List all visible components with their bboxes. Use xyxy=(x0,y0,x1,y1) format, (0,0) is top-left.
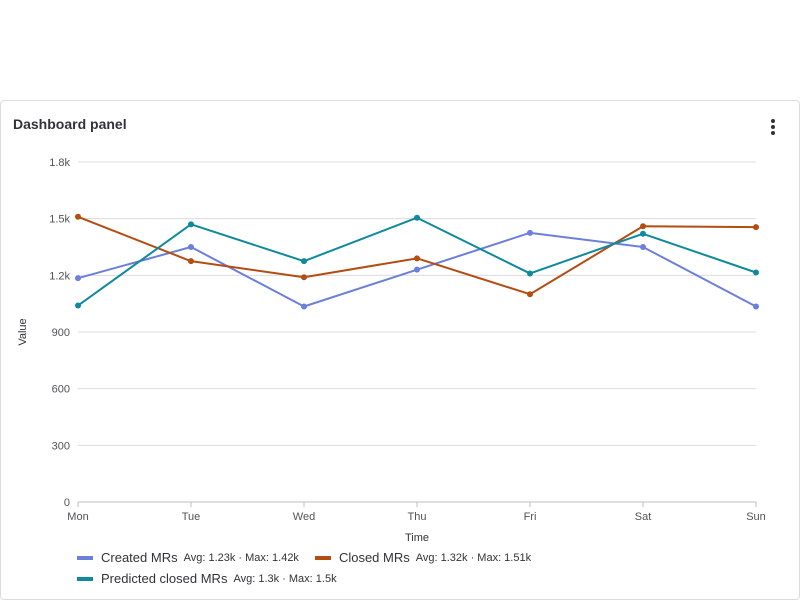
data-point[interactable] xyxy=(188,244,194,250)
y-tick-label: 600 xyxy=(52,384,70,396)
data-point[interactable] xyxy=(640,244,646,250)
legend-row: Created MRs Avg: 1.23k · Max: 1.42k Clos… xyxy=(77,547,547,568)
data-point[interactable] xyxy=(301,303,307,310)
x-tick-label: Sat xyxy=(635,511,652,523)
legend-series-stats: Avg: 1.3k · Max: 1.5k xyxy=(233,572,337,585)
y-tick-label: 1.5k xyxy=(49,214,70,226)
y-tick-label: 900 xyxy=(52,327,70,339)
x-axis-title: Time xyxy=(405,532,429,541)
legend-series-name: Created MRs xyxy=(101,550,178,565)
dashboard-panel: Dashboard panel 0 300 600 900 1.2k 1.5k 1.8k M… xyxy=(0,100,800,600)
kebab-dot xyxy=(771,125,775,129)
data-point[interactable] xyxy=(188,221,194,228)
series-group xyxy=(75,213,759,298)
data-point[interactable] xyxy=(527,229,533,236)
data-point[interactable] xyxy=(75,275,81,282)
data-point[interactable] xyxy=(414,266,420,273)
chart-legend: Created MRs Avg: 1.23k · Max: 1.42k Clos… xyxy=(77,547,547,589)
legend-item-closed-mrs[interactable]: Closed MRs Avg: 1.32k · Max: 1.51k xyxy=(314,550,532,565)
y-tick-label: 1.8k xyxy=(49,157,70,169)
legend-swatch xyxy=(77,555,93,560)
data-point[interactable] xyxy=(640,230,646,237)
legend-row: Predicted closed MRs Avg: 1.3k · Max: 1.… xyxy=(77,568,547,589)
x-axis: Mon Tue Wed Thu Fri Sat Sun xyxy=(67,501,766,523)
series-group xyxy=(75,214,759,309)
x-tick-label: Sun xyxy=(746,511,766,523)
line-chart: 0 300 600 900 1.2k 1.5k 1.8k Mon Tue Wed Thu Fri Sa… xyxy=(17,157,766,541)
data-point[interactable] xyxy=(640,223,646,230)
y-tick-label: 0 xyxy=(64,497,70,509)
data-point[interactable] xyxy=(75,302,81,309)
y-axis-ticks: 0 300 600 900 1.2k 1.5k 1.8k xyxy=(49,157,70,509)
kebab-menu-icon[interactable] xyxy=(765,119,781,139)
x-tick-label: Fri xyxy=(524,511,537,523)
kebab-dot xyxy=(771,131,775,135)
data-point[interactable] xyxy=(301,274,307,281)
legend-series-stats: Avg: 1.32k · Max: 1.51k xyxy=(415,551,532,564)
legend-series-stats: Avg: 1.23k · Max: 1.42k xyxy=(183,551,299,564)
legend-series-name: Predicted closed MRs xyxy=(101,571,228,586)
data-point[interactable] xyxy=(75,213,81,220)
data-point[interactable] xyxy=(527,270,533,277)
data-point[interactable] xyxy=(188,258,194,265)
legend-item-predicted-closed-mrs[interactable]: Predicted closed MRs Avg: 1.3k · Max: 1.… xyxy=(77,571,337,586)
series-line xyxy=(77,216,757,307)
x-tick-label: Mon xyxy=(67,511,88,523)
grid-lines xyxy=(78,161,756,503)
series-group xyxy=(75,229,759,310)
x-tick-label: Wed xyxy=(293,511,315,523)
x-tick-label: Thu xyxy=(408,511,427,523)
legend-series-name: Closed MRs xyxy=(338,550,410,565)
data-point[interactable] xyxy=(414,214,420,221)
panel-title: Dashboard panel xyxy=(13,116,127,132)
data-point[interactable] xyxy=(414,255,420,262)
legend-swatch xyxy=(77,576,93,581)
data-point[interactable] xyxy=(527,291,533,298)
y-axis-title: Value xyxy=(17,318,29,345)
data-point[interactable] xyxy=(753,269,759,276)
series-lines xyxy=(75,213,759,310)
data-point[interactable] xyxy=(301,258,307,265)
legend-item-created-mrs[interactable]: Created MRs Avg: 1.23k · Max: 1.42k xyxy=(77,550,299,565)
legend-swatch xyxy=(314,555,331,560)
data-point[interactable] xyxy=(753,303,759,310)
y-tick-label: 300 xyxy=(52,440,70,452)
data-point[interactable] xyxy=(753,224,759,231)
kebab-dot xyxy=(771,119,775,123)
y-tick-label: 1.2k xyxy=(49,270,70,282)
x-tick-label: Tue xyxy=(182,511,201,523)
